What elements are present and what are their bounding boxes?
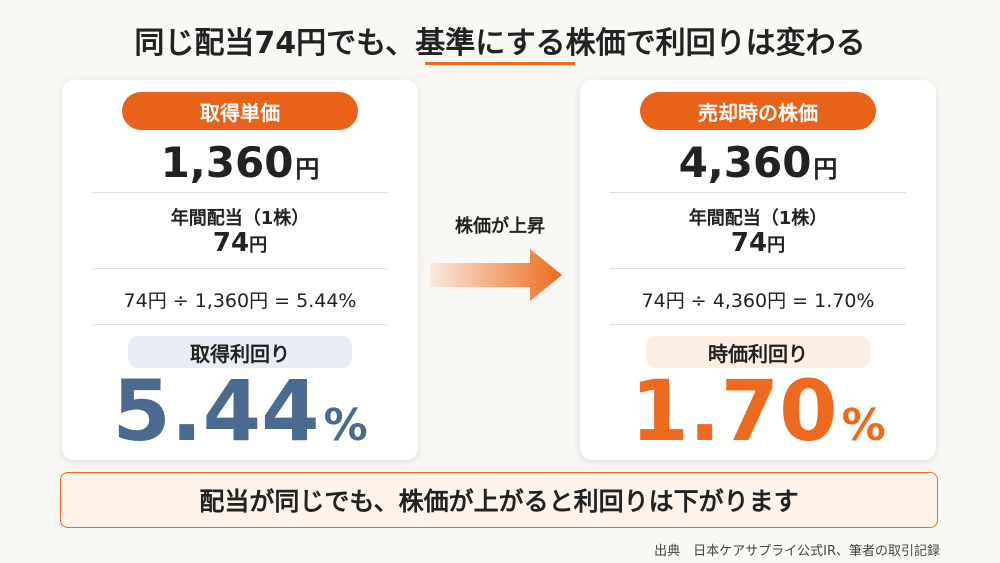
arrow-label: 株価が上昇 (455, 216, 545, 237)
divider (92, 324, 388, 325)
card-label: 売却時の株価 (640, 92, 876, 130)
yield-value: 5.44 (112, 362, 320, 460)
divider (610, 192, 906, 193)
dividend-unit: 円 (767, 235, 786, 256)
conclusion: 配当が同じでも、株価が上がると利回りは下がります (60, 472, 938, 528)
price-value: 4,360 (678, 138, 812, 187)
yield: 5.44% (62, 362, 418, 460)
divider (610, 268, 906, 269)
arrow (430, 249, 562, 301)
dividend-label: 年間配当（1株） (688, 208, 828, 229)
formula: 74円 ÷ 4,360円 = 1.70% (641, 290, 875, 312)
dividend-label: 年間配当（1株） (170, 208, 310, 229)
divider (92, 192, 388, 193)
dividend: 74 円 (580, 228, 936, 258)
yield-unit: % (323, 400, 368, 451)
yield-label: 取得利回り (128, 336, 352, 368)
source: 出典 日本ケアサプライ公式IR、筆者の取引記録 (654, 544, 940, 559)
yield-unit: % (841, 400, 886, 451)
dividend: 74 円 (62, 228, 418, 258)
dividend-value: 74 (212, 228, 250, 258)
price: 4,360 円 (580, 138, 936, 187)
formula: 74円 ÷ 1,360円 = 5.44% (123, 290, 357, 312)
dividend-unit: 円 (249, 235, 268, 256)
price-value: 1,360 (160, 138, 294, 187)
divider (610, 324, 906, 325)
price-unit: 円 (813, 155, 838, 183)
yield: 1.70% (580, 362, 936, 460)
price-unit: 円 (295, 155, 320, 183)
title-underline (425, 62, 575, 65)
card-label: 取得単価 (122, 92, 358, 130)
divider (92, 268, 388, 269)
dividend-value: 74 (730, 228, 768, 258)
yield-value: 1.70 (630, 362, 838, 460)
card: 売却時の株価 4,360 円 年間配当（1株） 74 円 74円 ÷ 4,360円 … (580, 80, 936, 460)
price: 1,360 円 (62, 138, 418, 187)
yield-label: 時価利回り (646, 336, 870, 368)
card: 取得単価 1,360 円 年間配当（1株） 74 円 74円 ÷ 1,360円 = … (62, 80, 418, 460)
title: 同じ配当74円でも、基準にする株価で利回りは変わる (134, 26, 866, 61)
